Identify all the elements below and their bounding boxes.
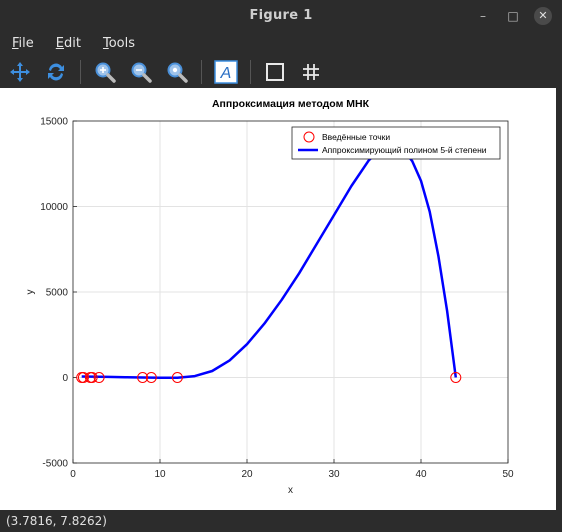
menu-tools[interactable]: Tools <box>102 35 135 51</box>
legend-label-line: Аппроксимирующий полином 5-й степени <box>322 145 487 155</box>
menu-edit[interactable]: Edit <box>55 35 81 51</box>
chart[interactable]: 0 10 20 30 40 50-5000050001000015000Аппроксим… <box>0 88 556 510</box>
y-tick-label: 0 <box>62 373 68 384</box>
data-point <box>86 372 98 383</box>
x-tick-label: 0 <box>70 469 76 480</box>
y-axis-label: y <box>25 290 36 295</box>
zoom-in-icon[interactable] <box>91 58 119 86</box>
close-button[interactable]: ✕ <box>534 6 552 25</box>
zoom-out-icon[interactable] <box>127 58 155 86</box>
x-tick-label: 20 <box>241 469 253 480</box>
rotate-icon[interactable] <box>42 58 70 86</box>
legend-marker-points <box>303 131 315 143</box>
cursor-coordinates: (3.7816, 7.8262) <box>6 514 107 528</box>
pan-icon[interactable] <box>6 58 34 86</box>
x-tick-label: 30 <box>328 469 340 480</box>
y-tick-label: 10000 <box>40 202 68 213</box>
box-icon[interactable] <box>261 58 289 86</box>
x-tick-label: 10 <box>154 469 166 480</box>
grid-icon[interactable] <box>297 58 325 86</box>
data-point <box>450 372 462 383</box>
data-point <box>137 372 149 383</box>
window-edge <box>556 88 562 510</box>
minimize-button[interactable]: – <box>480 8 486 23</box>
x-axis-label: x <box>288 485 293 496</box>
zoom-auto-icon[interactable] <box>163 58 191 86</box>
data-point <box>93 372 105 383</box>
svg-text:A: A <box>220 65 232 82</box>
data-point <box>77 372 89 383</box>
data-point <box>171 372 183 383</box>
legend-label-points: Введённые точки <box>322 132 390 142</box>
window-title: Figure 1 <box>249 8 313 23</box>
toolbar-separator <box>80 59 81 84</box>
window-controls: – □ ✕ <box>474 0 552 31</box>
y-tick-label: 15000 <box>40 117 68 128</box>
data-point <box>145 372 157 383</box>
chart-title: Аппроксимация методом МНК <box>212 98 370 110</box>
x-tick-label: 50 <box>502 469 514 480</box>
x-tick-label: 40 <box>415 469 427 480</box>
menubar: File Edit Tools <box>0 31 562 55</box>
menu-file[interactable]: File <box>12 35 34 51</box>
statusbar: (3.7816, 7.8262) <box>0 510 562 532</box>
toolbar-separator <box>250 59 251 84</box>
text-icon[interactable]: A <box>212 58 240 86</box>
window-titlebar: Figure 1 – □ ✕ <box>0 0 562 31</box>
legend-box <box>291 126 501 160</box>
y-tick-label: 5000 <box>46 288 69 299</box>
series-line-polynomial <box>81 144 458 380</box>
maximize-button[interactable]: □ <box>507 8 519 23</box>
toolbar-separator <box>201 59 202 84</box>
figure-canvas[interactable]: 0 10 20 30 40 50 -5000 0 5000 10000 15000 Аппроксим… <box>0 88 556 510</box>
y-tick-label: -5000 <box>42 459 68 470</box>
toolbar: A <box>0 55 562 88</box>
